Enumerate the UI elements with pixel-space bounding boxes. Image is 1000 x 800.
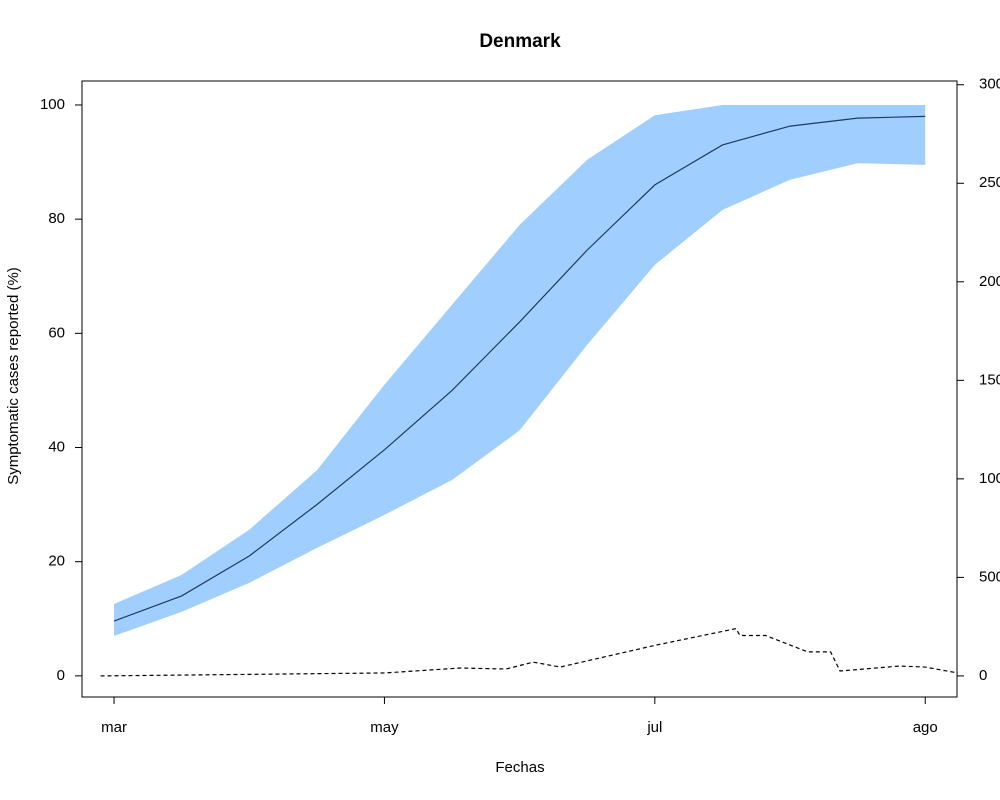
y-tick-label: 100: [40, 96, 65, 113]
chart-title: Denmark: [479, 31, 561, 52]
x-tick-label: may: [370, 719, 399, 736]
y-tick-label: 40: [48, 438, 65, 455]
y-tick-label: 20: [48, 553, 65, 570]
y2-tick-label: 2500: [979, 174, 1000, 191]
y2-tick-label: 500: [979, 568, 1000, 585]
y-axis-label: Symptomatic cases reported (%): [5, 267, 22, 485]
y2-tick-label: 1500: [979, 371, 1000, 388]
confidence-band: [114, 104, 926, 636]
line: [100, 627, 958, 677]
y2-tick-label: 2000: [979, 273, 1000, 290]
y-tick-label: 60: [48, 324, 65, 341]
x-tick-label: jul: [646, 719, 662, 736]
x-tick-label: mar: [101, 719, 127, 736]
y2-tick-label: 3000: [979, 76, 1000, 93]
plot-frame: [81, 80, 958, 698]
y-tick-label: 80: [48, 210, 65, 227]
line: [113, 115, 926, 622]
x-tick-label: ago: [913, 719, 938, 736]
y-tick-label: 0: [57, 667, 65, 684]
x-axis-label: Fechas: [495, 759, 544, 776]
y2-tick-label: 0: [979, 667, 987, 684]
